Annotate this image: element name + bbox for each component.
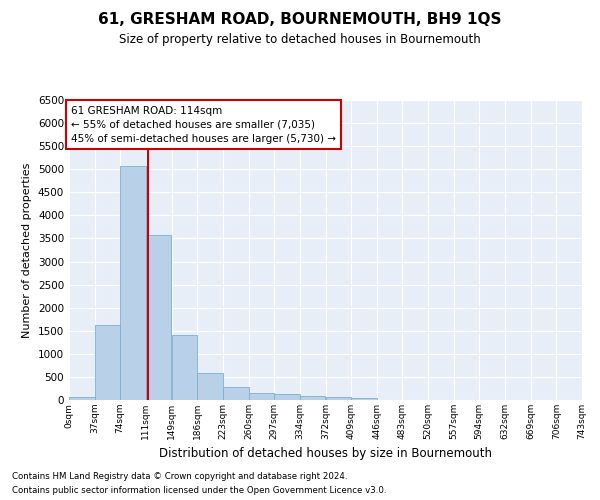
Bar [120, 166, 146, 400]
Text: 61 GRESHAM ROAD: 114sqm
← 55% of detached houses are smaller (7,035)
45% of semi: 61 GRESHAM ROAD: 114sqm ← 55% of detache… [71, 106, 336, 144]
Bar [172, 336, 197, 400]
Bar [223, 386, 248, 400]
Bar [326, 396, 352, 400]
Bar [197, 373, 223, 400]
Bar [146, 235, 171, 400]
Text: Contains HM Land Registry data © Crown copyright and database right 2024.: Contains HM Land Registry data © Crown c… [12, 472, 347, 481]
Bar [352, 398, 377, 400]
Text: 61, GRESHAM ROAD, BOURNEMOUTH, BH9 1QS: 61, GRESHAM ROAD, BOURNEMOUTH, BH9 1QS [98, 12, 502, 28]
Y-axis label: Number of detached properties: Number of detached properties [22, 162, 32, 338]
Bar [248, 393, 274, 400]
Bar [299, 396, 325, 400]
Text: Size of property relative to detached houses in Bournemouth: Size of property relative to detached ho… [119, 32, 481, 46]
Bar [95, 325, 120, 400]
Text: Contains public sector information licensed under the Open Government Licence v3: Contains public sector information licen… [12, 486, 386, 495]
Bar [274, 394, 299, 400]
Bar [69, 396, 95, 400]
X-axis label: Distribution of detached houses by size in Bournemouth: Distribution of detached houses by size … [159, 448, 492, 460]
